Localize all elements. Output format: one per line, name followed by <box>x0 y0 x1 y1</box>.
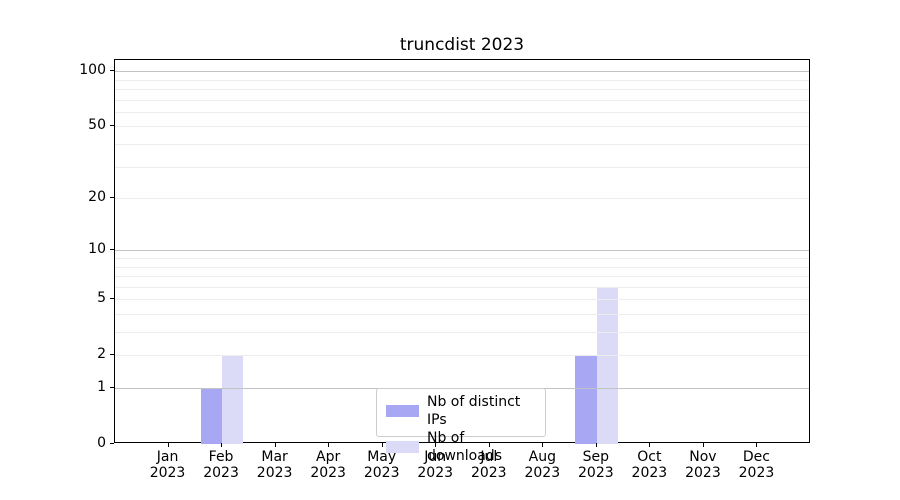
x-tick-oct <box>649 443 651 447</box>
x-tick-label-nov: Nov 2023 <box>663 449 743 481</box>
gridline-y-9 <box>115 257 809 259</box>
y-tick-label-5: 5 <box>97 290 106 307</box>
x-tick-label-jul: Jul 2023 <box>449 449 529 481</box>
gridline-y-6 <box>115 286 809 288</box>
plot-area <box>114 59 810 444</box>
x-tick-year: 2023 <box>256 465 293 481</box>
y-tick-label-20: 20 <box>88 189 106 206</box>
gridline-y-30 <box>115 166 809 168</box>
y-tick-label-10: 10 <box>88 241 106 258</box>
legend-item-downloads: Nb of downloads <box>386 429 536 465</box>
x-tick-month: Oct <box>637 449 662 465</box>
x-tick-month: Feb <box>208 449 234 465</box>
gridline-y-8 <box>115 266 809 268</box>
x-tick-month: May <box>367 449 397 465</box>
x-tick-month: Apr <box>316 449 341 465</box>
y-tick-20 <box>110 197 114 199</box>
y-tick-label-50: 50 <box>88 117 106 134</box>
gridline-y-5 <box>115 299 809 301</box>
x-tick-jul <box>488 443 490 447</box>
x-tick-year: 2023 <box>738 465 775 481</box>
y-tick-label-100: 100 <box>79 62 106 79</box>
gridline-y-80 <box>115 89 809 90</box>
bar-nb-of-distinct-ips-feb-2023 <box>200 388 223 444</box>
y-tick-label-1: 1 <box>97 379 106 395</box>
legend: Nb of distinct IPs Nb of downloads <box>376 388 546 464</box>
x-tick-dec <box>756 443 758 447</box>
x-tick-year: 2023 <box>685 465 721 481</box>
bar-nb-of-downloads-sep-2023 <box>596 286 619 444</box>
y-tick-0 <box>110 443 114 444</box>
y-tick-label-0: 0 <box>97 435 106 451</box>
bar-nb-of-downloads-feb-2023 <box>222 355 244 444</box>
y-tick-label-2: 2 <box>97 346 106 363</box>
gridline-y-60 <box>115 111 809 113</box>
gridline-y-70 <box>115 99 809 101</box>
chart-title: truncdist 2023 <box>399 35 525 55</box>
y-tick-100 <box>110 70 114 72</box>
x-tick-nov <box>702 443 704 447</box>
legend-swatch-downloads-icon <box>386 441 419 453</box>
x-tick-year: 2023 <box>524 465 561 481</box>
x-tick-label-aug: Aug 2023 <box>502 449 582 481</box>
x-tick-label-jan: Jan 2023 <box>128 449 208 481</box>
gridline-y-20 <box>115 198 809 200</box>
x-tick-label-oct: Oct 2023 <box>609 449 689 481</box>
gridline-y-90 <box>115 79 809 81</box>
x-tick-month: Nov <box>689 449 717 465</box>
x-tick-label-jun: Jun 2023 <box>395 449 475 481</box>
x-tick-mar <box>274 443 276 447</box>
x-tick-may <box>381 443 383 447</box>
x-tick-label-may: May 2023 <box>342 449 422 481</box>
x-tick-apr <box>328 443 330 447</box>
y-tick-2 <box>110 354 114 356</box>
gridline-y-50 <box>115 126 809 128</box>
y-tick-10 <box>110 249 114 251</box>
x-tick-month: Sep <box>582 449 610 465</box>
y-tick-1 <box>110 387 114 388</box>
x-tick-label-feb: Feb 2023 <box>181 449 261 481</box>
gridline-y-10 <box>115 250 809 252</box>
x-tick-year: 2023 <box>417 465 454 481</box>
x-tick-year: 2023 <box>470 465 507 481</box>
y-tick-5 <box>110 298 114 300</box>
x-tick-jan <box>167 443 169 447</box>
x-tick-month: Aug <box>528 449 556 465</box>
gridline-y-3 <box>115 332 809 333</box>
y-tick-50 <box>110 125 114 127</box>
gridline-y-7 <box>115 276 809 278</box>
x-tick-year: 2023 <box>578 465 614 481</box>
x-tick-label-sep: Sep 2023 <box>556 449 636 481</box>
legend-item-distinct-ips: Nb of distinct IPs <box>386 393 536 429</box>
gridline-y-100 <box>115 71 809 73</box>
x-tick-label-dec: Dec 2023 <box>716 449 796 481</box>
x-tick-jun <box>435 443 437 447</box>
gridline-y-4 <box>115 313 809 315</box>
x-tick-month: Dec <box>742 449 770 465</box>
legend-swatch-distinct-ips-icon <box>386 405 419 417</box>
x-tick-year: 2023 <box>203 465 239 481</box>
x-tick-label-apr: Apr 2023 <box>288 449 368 481</box>
x-tick-month: Jan <box>156 449 179 465</box>
x-tick-feb <box>221 443 223 447</box>
x-tick-year: 2023 <box>149 465 186 481</box>
x-tick-label-mar: Mar 2023 <box>235 449 315 481</box>
x-tick-sep <box>595 443 597 447</box>
gridline-y-40 <box>115 144 809 145</box>
x-tick-aug <box>542 443 544 447</box>
x-tick-month: Mar <box>261 449 288 465</box>
x-tick-year: 2023 <box>631 465 668 481</box>
x-tick-month: Jul <box>480 449 498 465</box>
gridline-y-2 <box>115 355 809 357</box>
x-tick-year: 2023 <box>310 465 346 481</box>
legend-label-distinct-ips: Nb of distinct IPs <box>427 394 521 428</box>
legend-label-downloads: Nb of downloads <box>427 430 502 464</box>
x-tick-year: 2023 <box>363 465 400 481</box>
x-tick-month: Jun <box>424 449 447 465</box>
bar-nb-of-distinct-ips-sep-2023 <box>575 355 597 444</box>
